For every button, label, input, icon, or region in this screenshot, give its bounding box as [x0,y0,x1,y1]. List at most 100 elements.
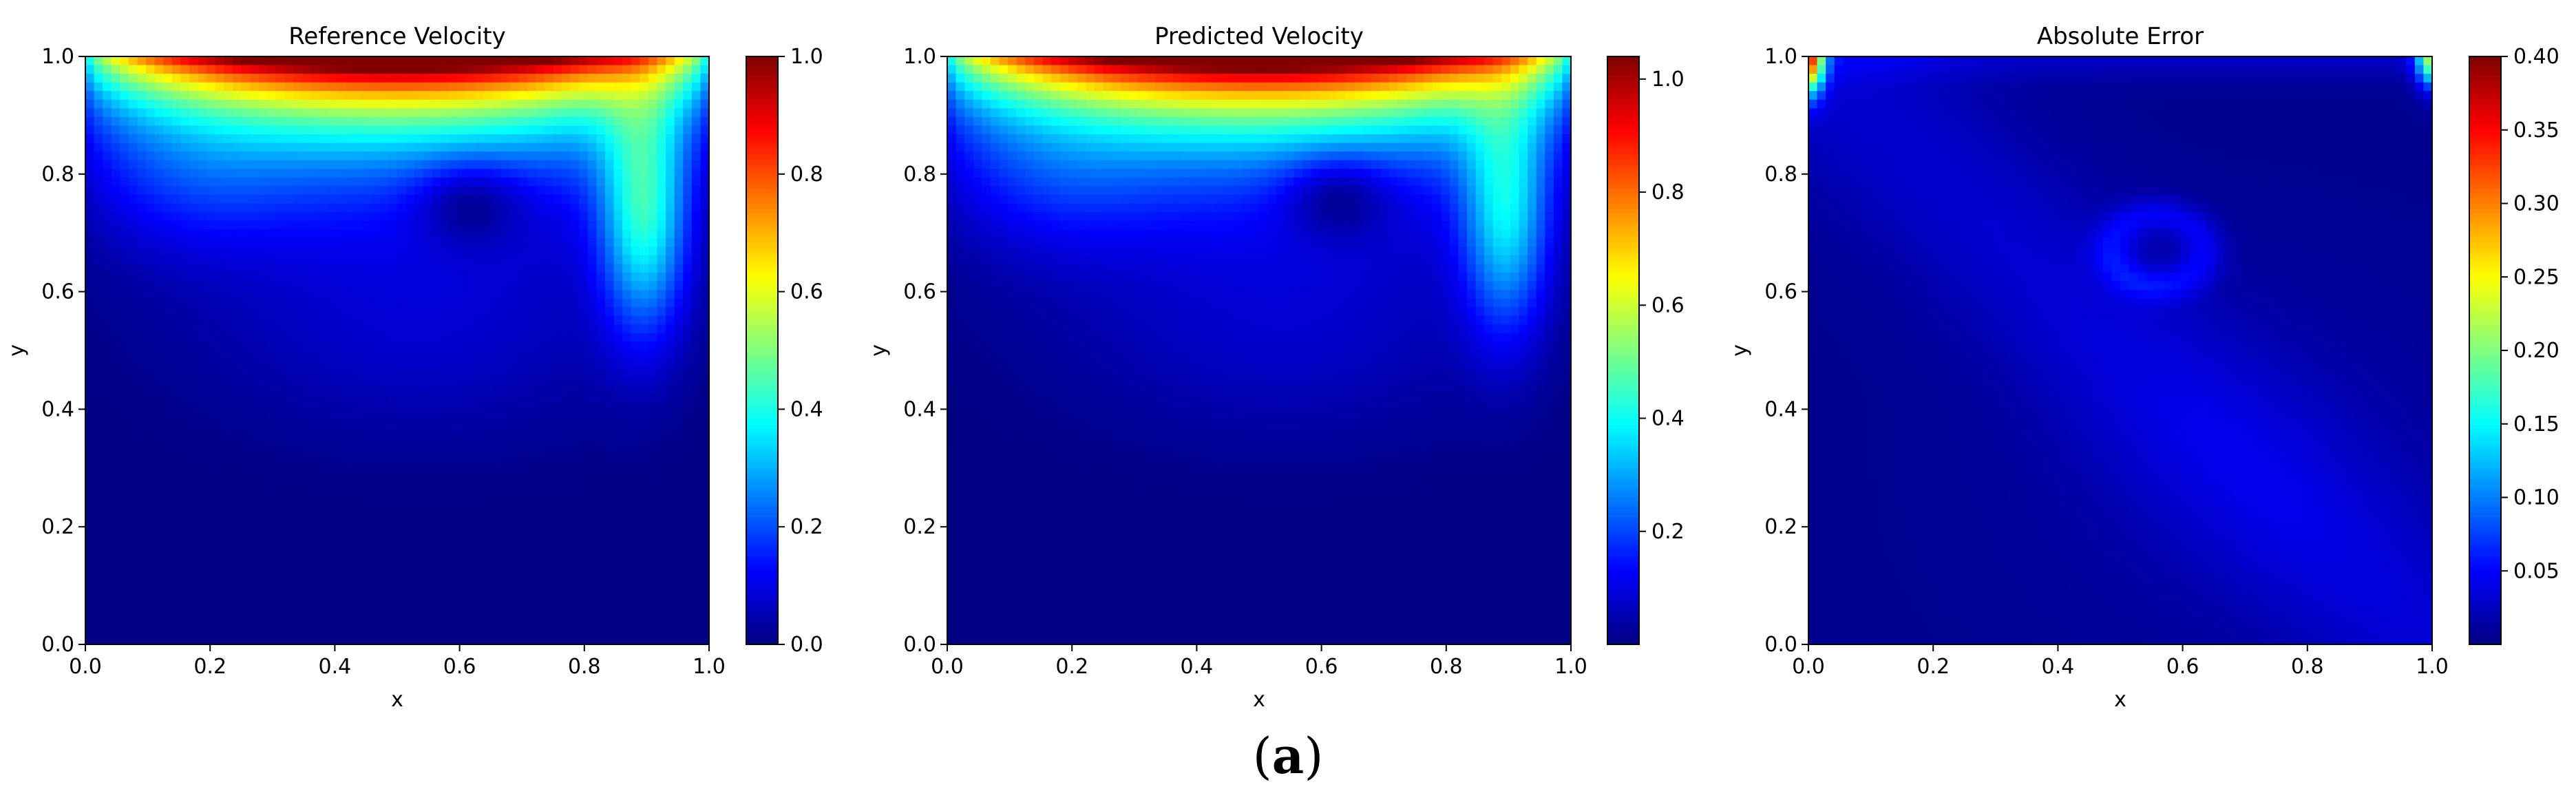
heatmap-cell [94,566,103,576]
heatmap-cell [527,186,536,196]
heatmap-cell [128,65,138,74]
heatmap-cell [336,471,346,481]
heatmap-cell [518,454,528,463]
heatmap-cell [379,601,390,611]
heatmap-cell [171,592,182,602]
heatmap-cell [163,134,173,144]
heatmap-cell [354,523,363,533]
heatmap-cell [258,531,268,541]
heatmap-cell [631,143,640,152]
heatmap-cell [596,549,606,559]
heatmap-cell [189,566,199,576]
heatmap-cell [405,463,415,472]
heatmap-cell [284,134,294,144]
heatmap-cell [103,488,112,498]
heatmap-cell [189,169,199,178]
heatmap-cell [302,428,311,438]
heatmap-cell [432,151,441,161]
heatmap-cell [587,549,598,559]
heatmap-cell [613,558,623,567]
heatmap-cell [267,445,277,455]
heatmap-cell [683,56,693,66]
heatmap-cell [302,436,311,446]
heatmap-cell [562,238,571,247]
heatmap-cell [345,531,355,541]
heatmap-cell [631,116,640,127]
heatmap-cell [171,635,182,645]
heatmap-cell [509,125,519,135]
heatmap-cell [440,626,450,637]
heatmap-cell [492,212,502,222]
heatmap-cell [171,74,182,83]
heatmap-cell [492,445,502,455]
heatmap-cell [458,91,467,101]
heatmap-cell [475,402,485,412]
heatmap-cell [310,540,320,550]
heatmap-cell [397,246,407,256]
heatmap-cell [310,359,320,368]
heatmap-cell [527,463,536,472]
heatmap-cell [631,169,640,178]
heatmap-cell [570,410,580,421]
heatmap-cell [354,480,363,489]
heatmap-cell [241,445,251,455]
heatmap-cell [171,264,182,273]
heatmap-cell [258,480,268,489]
heatmap-cell [579,436,589,446]
heatmap-cell [596,281,606,291]
heatmap-cell [371,549,381,559]
heatmap-cell [596,272,606,282]
heatmap-cell [458,402,467,412]
heatmap-cell [596,341,606,351]
heatmap-cell [310,626,320,637]
heatmap-cell [336,125,346,135]
heatmap-cell [691,56,701,66]
heatmap-cell [171,454,182,463]
heatmap-cell [405,480,415,489]
heatmap-cell [492,566,502,576]
heatmap-cell [475,419,485,429]
heatmap-cell [146,143,156,152]
heatmap-cell [198,488,207,498]
heatmap-cell [631,177,640,187]
heatmap-cell [207,428,216,438]
heatmap-cell [570,359,580,368]
heatmap-cell [371,428,381,438]
heatmap-cell [570,609,580,619]
heatmap-cell [449,298,458,308]
heatmap-cell [302,333,311,343]
heatmap-cell [345,264,355,273]
heatmap-cell [354,151,363,161]
heatmap-cell [492,324,502,334]
heatmap-cell [640,575,649,584]
heatmap-cell [631,635,640,645]
heatmap-cell [120,463,129,472]
heatmap-cell [111,65,120,74]
heatmap-cell [527,531,536,541]
heatmap-cell [570,531,580,541]
heatmap-cell [215,584,224,593]
heatmap-cell [622,82,632,92]
heatmap-cell [163,454,173,463]
heatmap-cell [284,229,294,239]
heatmap-cell [198,480,207,489]
heatmap-cell [605,410,615,421]
heatmap-cell [483,212,494,222]
heatmap-cell [397,368,407,377]
heatmap-cell [171,506,182,516]
heatmap-cell [432,125,441,135]
heatmap-cell [570,65,580,74]
heatmap-cell [111,506,120,516]
heatmap-cell [284,558,294,567]
heatmap-cell [579,108,589,118]
heatmap-cell [405,635,415,645]
heatmap-cell [587,203,598,213]
heatmap-cell [613,315,623,325]
heatmap-cell [232,575,242,584]
heatmap-cell [302,324,311,334]
heatmap-cell [241,324,251,334]
heatmap-cell [483,307,494,317]
heatmap-cell [683,298,693,308]
heatmap-cell [180,454,190,463]
heatmap-cell [310,177,320,187]
